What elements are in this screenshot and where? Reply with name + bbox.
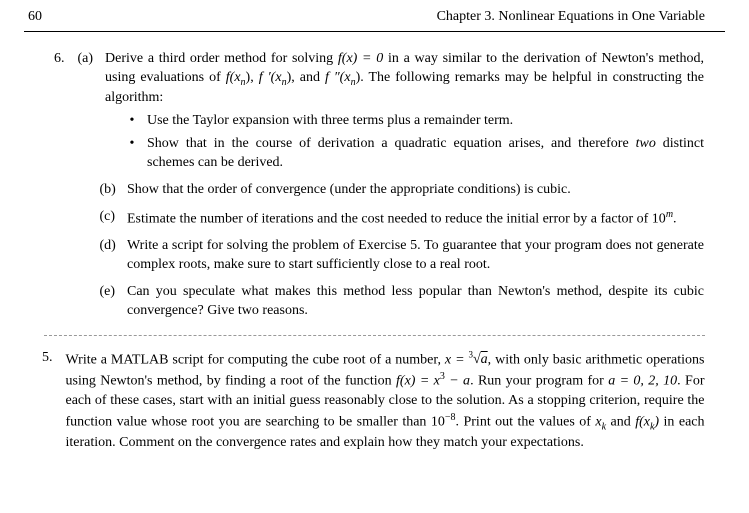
sub-d-text: Write a script for solving the problem o… bbox=[127, 237, 704, 275]
bullet-icon: • bbox=[130, 112, 144, 131]
sub-d: (d) Write a script for solving the probl… bbox=[100, 237, 705, 275]
sub-b-text: Show that the order of convergence (unde… bbox=[127, 181, 704, 200]
sub-a-label: (a) bbox=[78, 50, 102, 69]
sub-c-label: (c) bbox=[100, 208, 124, 227]
sub-d-label: (d) bbox=[100, 237, 124, 256]
sub-e-text: Can you speculate what makes this method… bbox=[127, 283, 704, 321]
problem-5-body: Write a MATLAB script for computing the … bbox=[66, 349, 705, 453]
bullet-2: • Show that in the course of derivation … bbox=[130, 135, 705, 173]
sub-c: (c) Estimate the number of iterations an… bbox=[100, 208, 705, 230]
page-header: 60 Chapter 3. Nonlinear Equations in One… bbox=[24, 8, 725, 32]
sub-e-label: (e) bbox=[100, 283, 124, 302]
problem-6: 6. (a) Derive a third order method for s… bbox=[54, 50, 707, 321]
sub-b: (b) Show that the order of convergence (… bbox=[100, 181, 705, 200]
bullet-icon: • bbox=[130, 135, 144, 154]
sub-c-text: Estimate the number of iterations and th… bbox=[127, 208, 704, 230]
page-number: 60 bbox=[24, 8, 42, 27]
problem-5: 5. Write a MATLAB script for computing t… bbox=[42, 349, 707, 453]
separator bbox=[44, 335, 705, 341]
sub-a-text: Derive a third order method for solving … bbox=[105, 50, 704, 108]
chapter-title: Chapter 3. Nonlinear Equations in One Va… bbox=[437, 8, 725, 27]
problem-number-6: 6. bbox=[54, 50, 74, 69]
bullet-1: • Use the Taylor expansion with three te… bbox=[130, 112, 705, 131]
sub-e: (e) Can you speculate what makes this me… bbox=[100, 283, 705, 321]
problem-number-5: 5. bbox=[42, 349, 62, 368]
sub-b-label: (b) bbox=[100, 181, 124, 200]
bullet-1-text: Use the Taylor expansion with three term… bbox=[147, 112, 704, 131]
bullet-2-text: Show that in the course of derivation a … bbox=[147, 135, 704, 173]
